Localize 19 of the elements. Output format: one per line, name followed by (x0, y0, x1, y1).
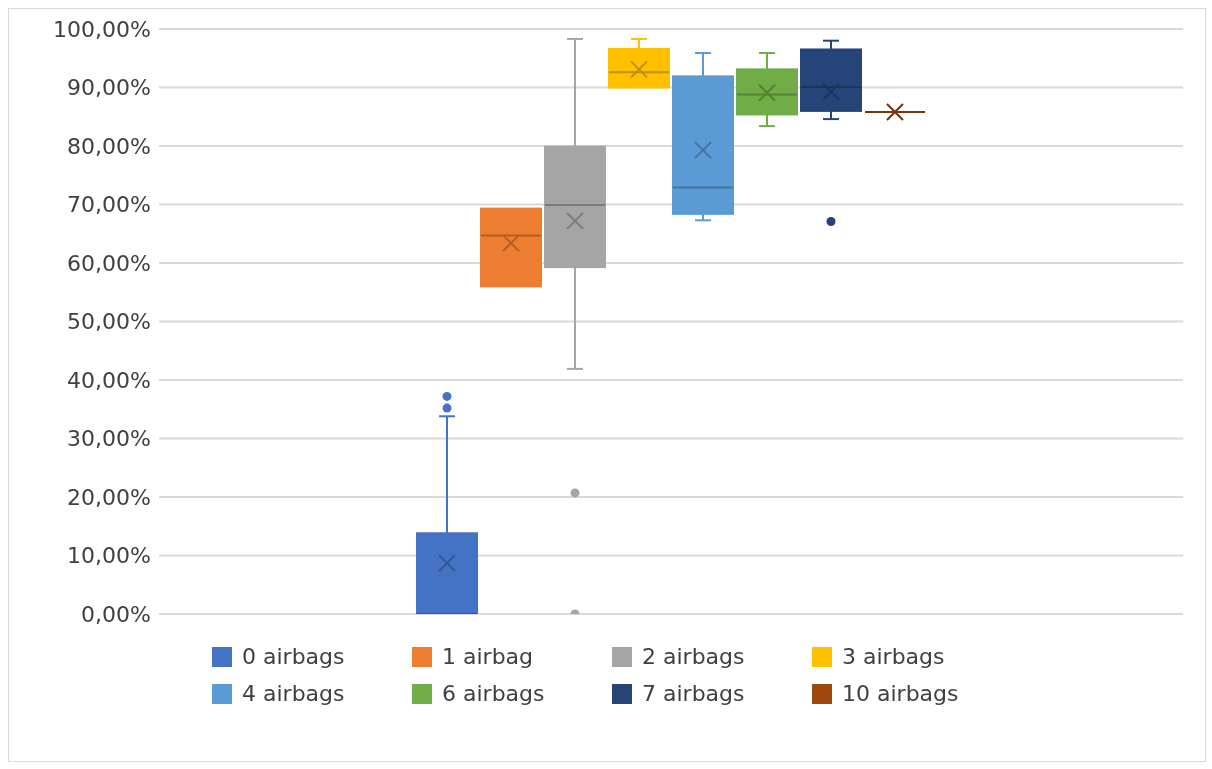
y-tick-label: 80,00% (67, 133, 151, 159)
legend-label: 3 airbags (842, 644, 945, 669)
y-tick-label: 70,00% (67, 192, 151, 218)
legend-label: 1 airbag (442, 644, 534, 669)
legend-label: 10 airbags (842, 681, 959, 706)
y-tick-label: 30,00% (67, 426, 151, 452)
legend-label: 7 airbags (642, 681, 745, 706)
y-tick-label: 10,00% (67, 543, 151, 569)
legend-label: 6 airbags (442, 681, 545, 706)
y-tick-label: 50,00% (67, 309, 151, 335)
y-tick-label: 0,00% (81, 601, 151, 627)
legend-label: 4 airbags (242, 681, 345, 706)
y-tick-label: 60,00% (67, 250, 151, 276)
y-tick-label: 20,00% (67, 484, 151, 510)
y-tick-label: 90,00% (67, 75, 151, 101)
y-tick-label: 40,00% (67, 367, 151, 393)
y-tick-label: 100,00% (53, 16, 151, 42)
legend-label: 0 airbags (242, 644, 345, 669)
legend-label: 2 airbags (642, 644, 745, 669)
